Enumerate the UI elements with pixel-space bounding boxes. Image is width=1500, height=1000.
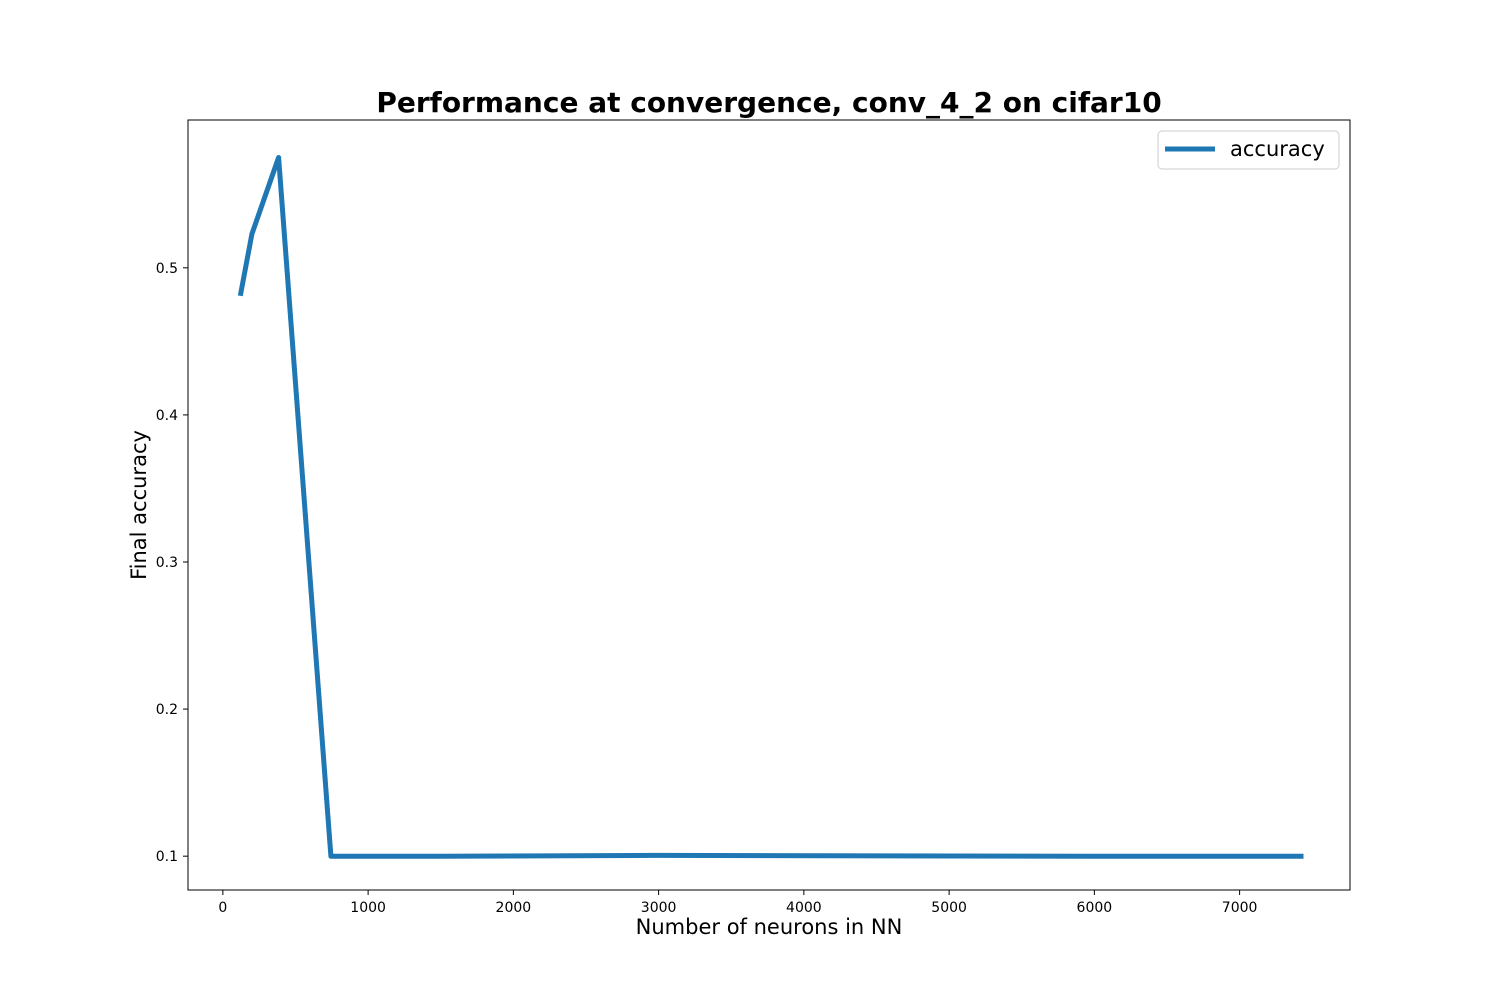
legend-label-accuracy: accuracy <box>1230 137 1325 161</box>
y-axis-label: Final accuracy <box>127 430 151 580</box>
x-tick-label: 6000 <box>1077 900 1113 916</box>
legend: accuracy <box>1157 130 1340 170</box>
x-tick-label: 3000 <box>641 900 677 916</box>
x-tick-label: 5000 <box>931 900 967 916</box>
legend-box <box>1157 130 1340 170</box>
chart-title: Performance at convergence, conv_4_2 on … <box>376 86 1161 119</box>
y-tick-label: 0.4 <box>156 408 178 424</box>
y-tick-label: 0.1 <box>156 849 178 865</box>
x-axis: 0 1000 2000 3000 4000 5000 6000 7000 <box>218 890 1257 916</box>
x-tick-label: 4000 <box>786 900 822 916</box>
x-tick-label: 0 <box>218 900 227 916</box>
y-axis: 0.1 0.2 0.3 0.4 0.5 <box>156 261 188 865</box>
y-tick-label: 0.5 <box>156 261 178 277</box>
plot-frame <box>187 119 1351 891</box>
x-tick-label: 1000 <box>350 900 386 916</box>
x-axis-label: Number of neurons in NN <box>636 915 903 939</box>
y-tick-label: 0.2 <box>156 702 178 718</box>
x-tick-label: 7000 <box>1222 900 1258 916</box>
series-line-accuracy <box>237 155 1304 859</box>
x-tick-label: 2000 <box>496 900 532 916</box>
y-tick-label: 0.3 <box>156 555 178 571</box>
